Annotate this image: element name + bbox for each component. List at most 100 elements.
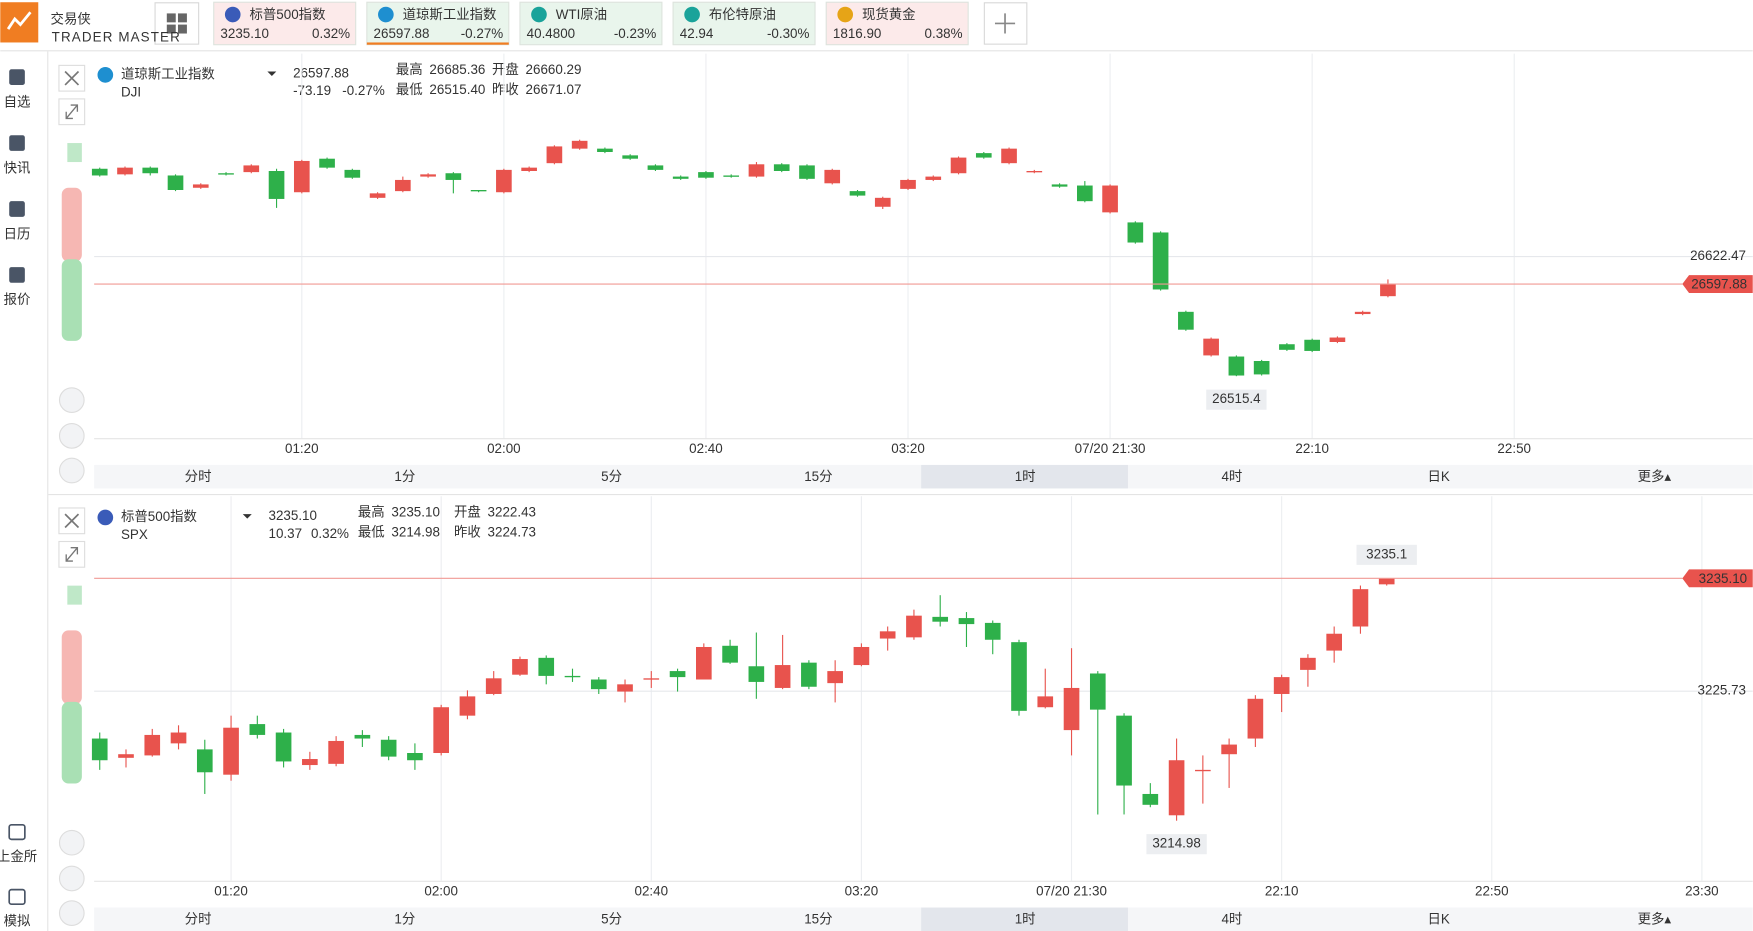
candle-body <box>874 197 891 207</box>
timeframe-option[interactable]: 日K <box>1427 469 1449 484</box>
gauge-red <box>61 187 82 262</box>
timeframe-option[interactable]: 1分 <box>394 911 415 926</box>
sidebar-icon[interactable] <box>9 201 25 217</box>
dropdown-caret[interactable] <box>267 71 277 76</box>
timeframe-option[interactable]: 15分 <box>804 469 832 484</box>
sidebar-icon[interactable] <box>8 888 26 906</box>
timeframe-option[interactable]: 分时 <box>185 469 212 484</box>
layout-icon <box>166 13 187 34</box>
timeframe-option[interactable]: 分时 <box>185 911 212 926</box>
candle-body <box>1195 769 1211 772</box>
candle-body <box>196 749 213 773</box>
gauge-green <box>61 701 82 784</box>
instrument-code: DJI <box>121 84 141 99</box>
candle-body <box>1152 232 1169 290</box>
candle-body <box>672 176 689 179</box>
stat-label: 最高 <box>396 61 423 77</box>
layout-button[interactable] <box>154 2 200 45</box>
timeframe-option[interactable]: 更多▴ <box>1638 468 1672 484</box>
sidebar-icon[interactable] <box>8 823 26 841</box>
last-price-label: 26597.88 <box>1691 277 1747 292</box>
sidebar-icon[interactable] <box>9 267 25 283</box>
x-tick-label: 02:40 <box>635 883 669 898</box>
ticker-tab[interactable] <box>213 1 357 46</box>
candle-body <box>218 173 234 175</box>
tool-button[interactable] <box>58 457 85 484</box>
tab-icon <box>837 6 854 23</box>
candle-body <box>1026 171 1043 173</box>
x-tick-label: 01:20 <box>285 441 319 456</box>
candle-body <box>268 171 285 199</box>
candle-body <box>906 615 922 638</box>
timeframe-option[interactable]: 更多▴ <box>1638 910 1672 926</box>
stat-value: 3222.43 <box>488 505 536 520</box>
candle-body <box>1300 657 1316 670</box>
tool-button[interactable] <box>58 829 85 856</box>
timeframe-option[interactable]: 1时 <box>1015 469 1036 484</box>
stat-value: 3214.98 <box>391 525 439 540</box>
x-tick-label: 02:00 <box>487 441 521 456</box>
tool-button[interactable] <box>58 900 85 926</box>
candle-body <box>571 140 588 149</box>
sidebar-label[interactable]: 快讯 <box>4 160 31 175</box>
extreme-label: 3235.1 <box>1366 546 1407 561</box>
candle-body <box>142 167 159 174</box>
candle-body <box>723 175 740 177</box>
sidebar-icon[interactable] <box>9 135 25 151</box>
timeframe-option[interactable]: 5分 <box>601 469 622 484</box>
candle-body <box>243 165 260 173</box>
sidebar-label[interactable]: 日历 <box>4 226 31 241</box>
timeframe-option[interactable]: 15分 <box>804 911 832 926</box>
sidebar-icon[interactable] <box>9 69 25 85</box>
candle-body <box>1077 185 1093 202</box>
timeframe-option[interactable]: 4时 <box>1221 469 1242 484</box>
timeframe-option[interactable]: 日K <box>1427 911 1449 926</box>
timeframe-option[interactable]: 5分 <box>601 911 622 926</box>
tab-icon <box>378 6 394 23</box>
candle-body <box>1116 715 1132 786</box>
ticker-tab[interactable] <box>672 1 816 46</box>
extreme-label-box <box>1206 389 1267 410</box>
stat-value: 26660.29 <box>526 62 582 77</box>
instrument-price: 26597.88 <box>293 65 349 80</box>
sidebar-label[interactable]: 报价 <box>4 292 31 307</box>
x-tick-label: 02:40 <box>689 441 723 456</box>
instrument-change-pct: 0.32% <box>311 526 349 541</box>
candle-body <box>853 646 870 666</box>
timeframe-option[interactable]: 1分 <box>394 469 415 484</box>
candle-body <box>1273 677 1290 694</box>
candle-body <box>1178 311 1194 330</box>
tool-button[interactable] <box>58 387 85 413</box>
candle-body <box>1304 339 1320 351</box>
instrument-name[interactable]: 标普500指数 <box>121 509 198 524</box>
sidebar-label[interactable]: 上金所 <box>0 849 37 864</box>
candle-body <box>459 696 476 716</box>
x-tick-label: 01:20 <box>214 883 248 898</box>
candle-body <box>698 172 714 178</box>
candle-body <box>91 738 108 761</box>
candle-body <box>167 175 184 190</box>
sidebar-label[interactable]: 自选 <box>4 94 31 109</box>
last-price-tag <box>1682 275 1753 293</box>
instrument-name[interactable]: 道琼斯工业指数 <box>121 66 215 81</box>
candle-body <box>1168 760 1185 816</box>
tab-name: WTI原油 <box>556 7 607 22</box>
instrument-change-pct: -0.27% <box>342 83 385 98</box>
tab-change: 0.32% <box>312 26 350 41</box>
timeframe-option[interactable]: 1时 <box>1015 911 1036 926</box>
candle-body <box>470 190 487 192</box>
tab-icon <box>224 6 241 23</box>
dropdown-caret[interactable] <box>242 514 252 519</box>
tool-button[interactable] <box>58 865 85 892</box>
timeframe-option[interactable]: 4时 <box>1221 911 1242 926</box>
stat-label: 最高 <box>358 504 385 520</box>
candle-body <box>950 157 967 174</box>
last-price-label: 3235.10 <box>1699 571 1747 586</box>
sidebar-label[interactable]: 模拟 <box>4 914 31 929</box>
tool-button[interactable] <box>58 423 85 449</box>
gauge-red <box>61 630 82 705</box>
candle-body <box>249 724 266 735</box>
candle-body <box>1228 356 1245 376</box>
close-icon <box>64 70 80 86</box>
y-tick-label: 3225.73 <box>1698 683 1746 698</box>
